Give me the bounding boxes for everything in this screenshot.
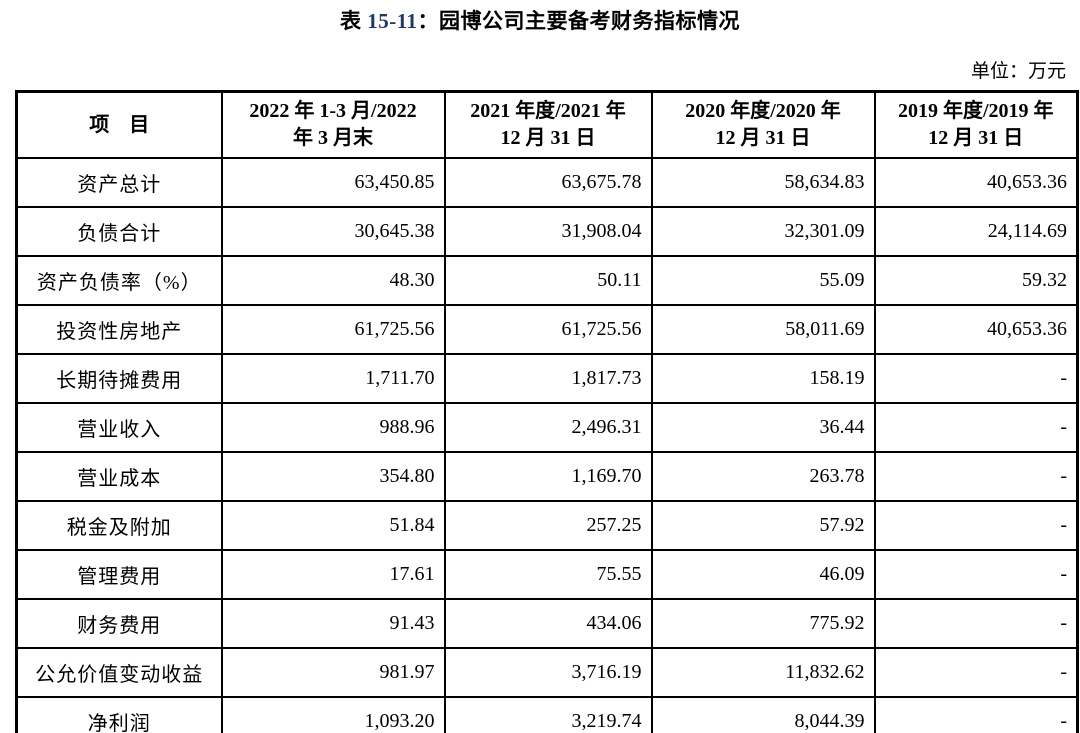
cell-value: 40,653.36 xyxy=(873,304,1079,355)
cell-value: 55.09 xyxy=(650,255,876,306)
header-line: 2020 年度/2020 年 xyxy=(685,100,841,122)
row-label: 投资性房地产 xyxy=(15,304,223,355)
caption-prefix: 表 xyxy=(339,9,368,33)
header-col-2019: 2019 年度/2019 年 12 月 31 日 xyxy=(873,90,1079,159)
row-label: 资产总计 xyxy=(15,157,223,208)
cell-value: - xyxy=(873,696,1079,733)
cell-value: 61,725.56 xyxy=(220,304,446,355)
cell-value: - xyxy=(873,500,1079,551)
table-row: 公允价值变动收益 981.97 3,716.19 11,832.62 - xyxy=(15,647,1079,698)
row-label: 管理费用 xyxy=(15,549,223,600)
table-row: 财务费用 91.43 434.06 775.92 - xyxy=(15,598,1079,649)
row-label: 财务费用 xyxy=(15,598,223,649)
cell-value: 61,725.56 xyxy=(443,304,653,355)
header-line: 2022 年 1-3 月/2022 xyxy=(249,100,417,122)
row-label: 营业成本 xyxy=(15,451,223,502)
header-line: 12 月 31 日 xyxy=(715,127,811,149)
cell-value: - xyxy=(873,353,1079,404)
cell-value: 46.09 xyxy=(650,549,876,600)
table-row: 营业成本 354.80 1,169.70 263.78 - xyxy=(15,451,1079,502)
cell-value: 988.96 xyxy=(220,402,446,453)
row-label: 负债合计 xyxy=(15,206,223,257)
table-row: 营业收入 988.96 2,496.31 36.44 - xyxy=(15,402,1079,453)
cell-value: 1,093.20 xyxy=(220,696,446,733)
cell-value: - xyxy=(873,549,1079,600)
cell-value: 24,114.69 xyxy=(873,206,1079,257)
header-line: 12 月 31 日 xyxy=(928,127,1024,149)
row-label: 公允价值变动收益 xyxy=(15,647,223,698)
cell-value: 40,653.36 xyxy=(873,157,1079,208)
table-body: 资产总计 63,450.85 63,675.78 58,634.83 40,65… xyxy=(15,157,1079,733)
row-label: 税金及附加 xyxy=(15,500,223,551)
cell-value: 434.06 xyxy=(443,598,653,649)
cell-value: 31,908.04 xyxy=(443,206,653,257)
cell-value: - xyxy=(873,647,1079,698)
cell-value: 50.11 xyxy=(443,255,653,306)
caption-text: 园博公司主要备考财务指标情况 xyxy=(439,9,741,33)
table-row: 管理费用 17.61 75.55 46.09 - xyxy=(15,549,1079,600)
caption-colon: ： xyxy=(417,9,440,33)
cell-value: 30,645.38 xyxy=(220,206,446,257)
cell-value: 263.78 xyxy=(650,451,876,502)
cell-value: 354.80 xyxy=(220,451,446,502)
cell-value: 17.61 xyxy=(220,549,446,600)
table-row: 资产总计 63,450.85 63,675.78 58,634.83 40,65… xyxy=(15,157,1079,208)
cell-value: 1,169.70 xyxy=(443,451,653,502)
cell-value: 58,011.69 xyxy=(650,304,876,355)
row-label: 营业收入 xyxy=(15,402,223,453)
unit-label: 单位：万元 xyxy=(970,61,1066,82)
caption-number: 15-11 xyxy=(367,9,418,33)
cell-value: 75.55 xyxy=(443,549,653,600)
cell-value: 58,634.83 xyxy=(650,157,876,208)
cell-value: 775.92 xyxy=(650,598,876,649)
header-col-2022-q1: 2022 年 1-3 月/2022 年 3 月末 xyxy=(220,90,446,159)
header-line: 2019 年度/2019 年 xyxy=(897,100,1054,122)
cell-value: 257.25 xyxy=(443,500,653,551)
cell-value: 1,817.73 xyxy=(443,353,653,404)
header-col-2021: 2021 年度/2021 年 12 月 31 日 xyxy=(443,90,653,159)
row-label: 资产负债率（%） xyxy=(15,255,223,306)
table-row: 负债合计 30,645.38 31,908.04 32,301.09 24,11… xyxy=(15,206,1079,257)
cell-value: 8,044.39 xyxy=(650,696,876,733)
header-line: 2021 年度/2021 年 xyxy=(470,100,626,122)
cell-value: 36.44 xyxy=(650,402,876,453)
table-caption: 表 15-11：园博公司主要备考财务指标情况 xyxy=(0,5,1080,35)
cell-value: - xyxy=(873,598,1079,649)
cell-value: 32,301.09 xyxy=(650,206,876,257)
table-row: 资产负债率（%） 48.30 50.11 55.09 59.32 xyxy=(15,255,1079,306)
cell-value: - xyxy=(873,402,1079,453)
row-label: 长期待摊费用 xyxy=(15,353,223,404)
cell-value: 158.19 xyxy=(650,353,876,404)
financial-indicators-table: 项 目 2022 年 1-3 月/2022 年 3 月末 2021 年度/2021… xyxy=(15,90,1079,733)
header-line: 年 3 月末 xyxy=(293,127,373,149)
cell-value: 3,716.19 xyxy=(443,647,653,698)
header-row: 项 目 2022 年 1-3 月/2022 年 3 月末 2021 年度/2021… xyxy=(15,90,1079,159)
row-label: 净利润 xyxy=(15,696,223,733)
header-line: 12 月 31 日 xyxy=(500,127,596,149)
table-row: 长期待摊费用 1,711.70 1,817.73 158.19 - xyxy=(15,353,1079,404)
cell-value: 57.92 xyxy=(650,500,876,551)
cell-value: 11,832.62 xyxy=(650,647,876,698)
cell-value: 51.84 xyxy=(220,500,446,551)
cell-value: 2,496.31 xyxy=(443,402,653,453)
cell-value: 3,219.74 xyxy=(443,696,653,733)
cell-value: 63,450.85 xyxy=(220,157,446,208)
table-row: 净利润 1,093.20 3,219.74 8,044.39 - xyxy=(15,696,1079,733)
cell-value: 981.97 xyxy=(220,647,446,698)
header-line: 项 目 xyxy=(89,113,150,136)
cell-value: 59.32 xyxy=(873,255,1079,306)
cell-value: 48.30 xyxy=(220,255,446,306)
cell-value: 1,711.70 xyxy=(220,353,446,404)
cell-value: 91.43 xyxy=(220,598,446,649)
cell-value: - xyxy=(873,451,1079,502)
header-col-2020: 2020 年度/2020 年 12 月 31 日 xyxy=(650,90,876,159)
table-row: 税金及附加 51.84 257.25 57.92 - xyxy=(15,500,1079,551)
header-col-item: 项 目 xyxy=(15,90,223,159)
table-row: 投资性房地产 61,725.56 61,725.56 58,011.69 40,… xyxy=(15,304,1079,355)
cell-value: 63,675.78 xyxy=(443,157,653,208)
